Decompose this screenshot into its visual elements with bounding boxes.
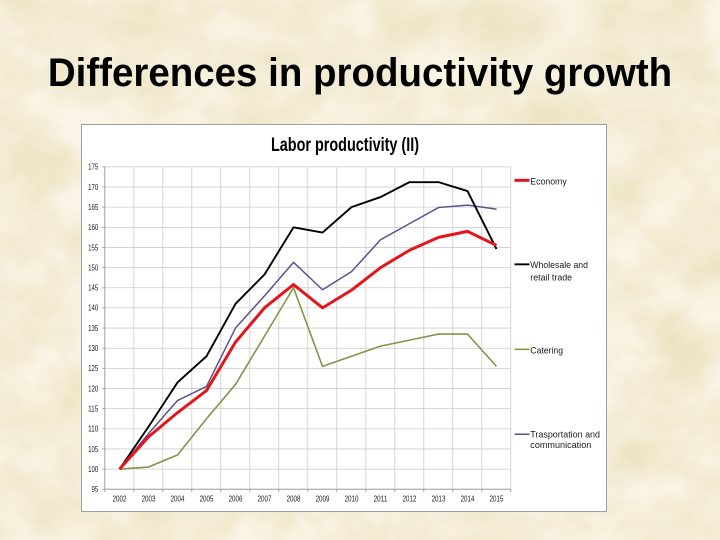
svg-text:2006: 2006 xyxy=(229,495,243,504)
svg-text:retail trade: retail trade xyxy=(530,272,572,282)
svg-text:2007: 2007 xyxy=(258,495,272,504)
svg-text:175: 175 xyxy=(88,163,99,172)
svg-text:145: 145 xyxy=(88,284,99,293)
svg-text:115: 115 xyxy=(88,405,99,414)
svg-text:2009: 2009 xyxy=(316,495,330,504)
svg-text:communication: communication xyxy=(530,440,591,450)
svg-text:130: 130 xyxy=(88,344,99,353)
svg-text:2005: 2005 xyxy=(200,495,214,504)
svg-text:Trasportation and: Trasportation and xyxy=(530,430,600,440)
svg-text:2014: 2014 xyxy=(461,495,475,504)
svg-text:170: 170 xyxy=(88,183,99,192)
svg-text:2002: 2002 xyxy=(113,495,127,504)
svg-text:2012: 2012 xyxy=(403,495,417,504)
svg-text:2003: 2003 xyxy=(142,495,156,504)
svg-text:2011: 2011 xyxy=(374,495,388,504)
svg-text:135: 135 xyxy=(88,324,99,333)
svg-text:140: 140 xyxy=(88,304,99,313)
svg-text:2013: 2013 xyxy=(432,495,446,504)
svg-text:120: 120 xyxy=(88,384,99,393)
svg-text:2004: 2004 xyxy=(171,495,185,504)
svg-text:165: 165 xyxy=(88,203,99,212)
svg-text:160: 160 xyxy=(88,223,99,232)
svg-text:2008: 2008 xyxy=(287,495,301,504)
svg-text:150: 150 xyxy=(88,264,99,273)
svg-text:95: 95 xyxy=(92,485,99,494)
svg-text:Labor productivity (II): Labor productivity (II) xyxy=(271,135,419,156)
svg-text:125: 125 xyxy=(88,364,99,373)
svg-text:2010: 2010 xyxy=(345,495,359,504)
svg-text:Catering: Catering xyxy=(530,346,563,356)
svg-text:110: 110 xyxy=(88,425,99,434)
svg-text:2015: 2015 xyxy=(490,495,504,504)
svg-text:155: 155 xyxy=(88,243,99,252)
svg-text:Wholesale and: Wholesale and xyxy=(530,260,588,270)
svg-text:105: 105 xyxy=(88,445,99,454)
svg-text:Economy: Economy xyxy=(530,177,567,187)
svg-text:100: 100 xyxy=(88,465,99,474)
